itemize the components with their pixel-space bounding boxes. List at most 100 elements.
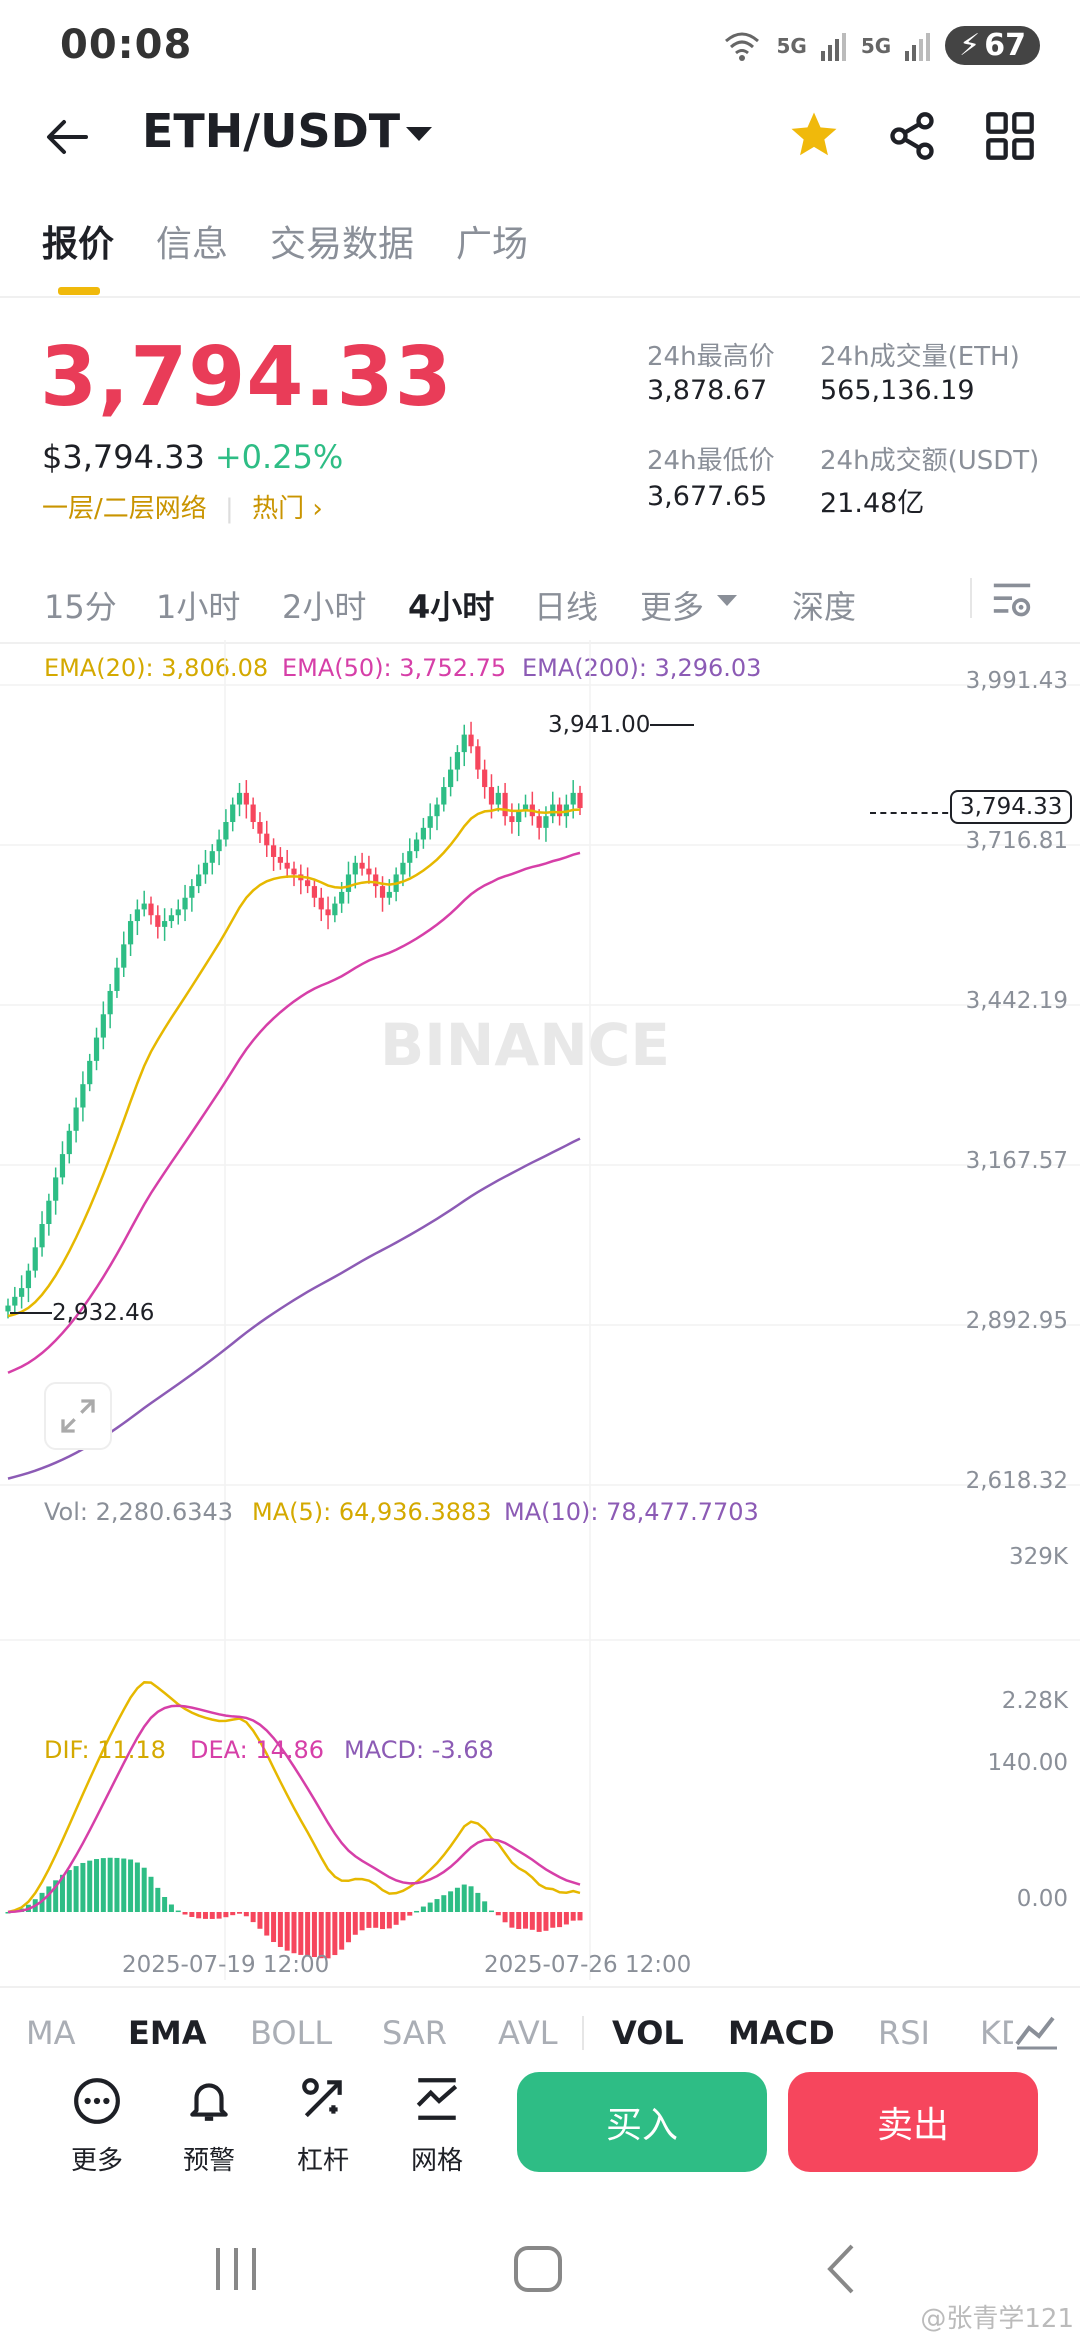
- tf-2h[interactable]: 2小时: [282, 588, 367, 626]
- tf-1d[interactable]: 日线: [534, 588, 599, 626]
- ind-sar[interactable]: SAR: [382, 2014, 448, 2052]
- pair-title[interactable]: ETH/USDT: [142, 104, 400, 158]
- macd-bar: [529, 1912, 535, 1930]
- chart-grid: [0, 640, 1080, 1980]
- macd-bar: [189, 1912, 195, 1917]
- candle-body: [230, 804, 236, 823]
- macd-bar: [577, 1912, 583, 1921]
- grid-trading-icon[interactable]: [412, 2074, 462, 2124]
- macd-bar: [441, 1895, 447, 1912]
- recent-apps-icon[interactable]: [216, 2248, 256, 2290]
- macd-bar: [366, 1912, 372, 1928]
- tf-separator: [970, 578, 972, 618]
- nav-back-icon[interactable]: [827, 2244, 854, 2294]
- network-tag[interactable]: 一层/二层网络: [42, 494, 207, 524]
- macd-bar: [271, 1912, 277, 1943]
- more-dropdown-icon[interactable]: [716, 594, 738, 608]
- tab-trading-data[interactable]: 交易数据: [270, 224, 415, 265]
- tags-row: 一层/二层网络 | 热门 ›: [42, 488, 323, 525]
- candle-body: [168, 915, 175, 922]
- sell-button[interactable]: 卖出: [788, 2072, 1038, 2172]
- macd-bar: [359, 1912, 365, 1931]
- macd-bar: [298, 1912, 304, 1955]
- buy-button[interactable]: 买入: [517, 2072, 767, 2172]
- macd-bar: [141, 1867, 147, 1912]
- candle-body: [400, 862, 406, 875]
- hot-tag[interactable]: 热门: [252, 494, 305, 524]
- home-icon[interactable]: [514, 2246, 562, 2292]
- chart-settings-icon[interactable]: [990, 580, 1034, 620]
- fullscreen-button[interactable]: [44, 1382, 112, 1450]
- grid-menu-icon[interactable]: [984, 110, 1036, 162]
- charging-icon: ⚡: [959, 28, 981, 63]
- macd-bar: [175, 1910, 181, 1913]
- ind-rsi[interactable]: RSI: [878, 2014, 930, 2052]
- macd-bar: [264, 1912, 270, 1936]
- candle-body: [373, 874, 379, 887]
- ma10-legend: MA(10): 78,477.7703: [504, 1498, 759, 1526]
- tf-depth[interactable]: 深度: [792, 588, 857, 626]
- share-icon[interactable]: [886, 110, 938, 162]
- ind-boll[interactable]: BOLL: [250, 2014, 333, 2052]
- wifi-icon: [725, 32, 760, 61]
- signal-icon-2: [905, 32, 931, 61]
- leverage-label[interactable]: 杠杆: [296, 2146, 349, 2176]
- macd-bar: [393, 1912, 399, 1925]
- more-label[interactable]: 更多: [70, 2146, 123, 2176]
- macd-axis-top: 140.00: [987, 1750, 1068, 1776]
- ind-vol[interactable]: VOL: [612, 2014, 684, 2052]
- tab-info[interactable]: 信息: [156, 224, 229, 265]
- grid-label[interactable]: 网格: [410, 2146, 463, 2176]
- macd-bar: [53, 1880, 59, 1912]
- macd-bar: [148, 1876, 154, 1912]
- candle-body: [127, 921, 134, 945]
- candle-body: [468, 734, 474, 747]
- tf-more[interactable]: 更多: [640, 588, 705, 626]
- kline-chart[interactable]: BINANCE: [0, 640, 1080, 2010]
- last-price: 3,794.33: [40, 330, 453, 425]
- tf-4h[interactable]: 4小时: [408, 588, 495, 626]
- macd-bar: [46, 1886, 52, 1912]
- chevron-right-icon[interactable]: ›: [312, 494, 323, 524]
- bell-alert-icon[interactable]: [184, 2074, 234, 2126]
- candle-body: [5, 1305, 11, 1312]
- candle-body: [250, 804, 256, 823]
- candle-body: [148, 903, 154, 916]
- alert-label[interactable]: 预警: [182, 2146, 235, 2176]
- candle-body: [134, 909, 140, 922]
- candle-body: [311, 886, 318, 898]
- macd-bar: [345, 1912, 351, 1943]
- candle-body: [332, 903, 338, 916]
- candle-body: [25, 1270, 32, 1289]
- candle-body: [420, 827, 426, 840]
- macd-bar: [237, 1912, 243, 1914]
- candle-body: [325, 909, 331, 916]
- candle-body: [66, 1130, 72, 1155]
- candle-body: [264, 833, 270, 846]
- star-favorite-icon[interactable]: [786, 108, 842, 162]
- tab-square[interactable]: 广场: [456, 224, 529, 265]
- more-icon[interactable]: [72, 2076, 122, 2126]
- ind-ema[interactable]: EMA: [128, 2014, 207, 2052]
- date-axis-1: 2025-07-19 12:00: [122, 1952, 330, 1978]
- leverage-icon[interactable]: [298, 2074, 348, 2124]
- current-price-line: [870, 812, 1010, 814]
- macd-bar: [434, 1899, 440, 1912]
- macd-bar: [325, 1912, 331, 1959]
- binance-watermark: BINANCE: [380, 1011, 670, 1079]
- candle-body: [345, 874, 352, 892]
- indicator-settings-icon[interactable]: [1012, 2012, 1062, 2052]
- tab-quote[interactable]: 报价: [42, 224, 115, 265]
- tf-15m[interactable]: 15分: [44, 588, 117, 626]
- candle-body: [59, 1154, 66, 1178]
- macd-legend: MACD: -3.68: [344, 1736, 494, 1764]
- macd-bar: [277, 1912, 283, 1947]
- vol-axis-top: 329K: [1009, 1544, 1068, 1570]
- ind-macd[interactable]: MACD: [728, 2014, 835, 2052]
- chevron-down-icon[interactable]: [404, 124, 434, 144]
- tf-1h[interactable]: 1小时: [156, 588, 241, 626]
- ind-ma[interactable]: MA: [26, 2014, 76, 2052]
- back-arrow-icon[interactable]: [44, 112, 94, 162]
- candle-body: [516, 810, 522, 823]
- ind-avl[interactable]: AVL: [498, 2014, 558, 2052]
